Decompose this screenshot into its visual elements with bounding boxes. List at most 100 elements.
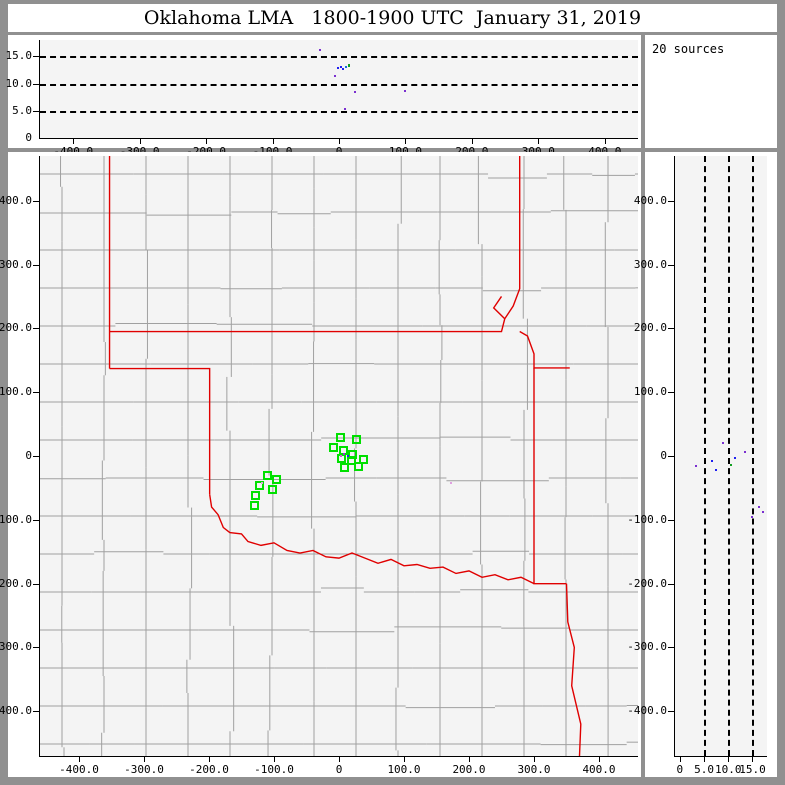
- map-source-marker: [340, 463, 350, 472]
- y-tick-label: -100.0: [627, 512, 667, 526]
- x-tick-mark: [679, 757, 681, 762]
- altitude-vs-east-west-panel[interactable]: 05.010.015.0-400.0-300.0-200.0-100.00100…: [6, 35, 641, 158]
- x-tick-mark: [339, 757, 340, 762]
- map-source-marker: [354, 461, 363, 471]
- x-tick-label: 0: [335, 763, 343, 776]
- x-tick-mark: [599, 757, 600, 762]
- map-source-marker: [272, 474, 282, 484]
- x-tick-mark: [405, 139, 407, 144]
- x-tick-mark: [471, 139, 473, 144]
- data-point: [750, 516, 753, 518]
- y-tick-label: 0: [25, 131, 32, 144]
- gridline-vertical: [752, 156, 755, 756]
- data-point: [694, 464, 697, 467]
- y-tick-mark: [33, 647, 40, 649]
- y-tick-mark: [33, 392, 40, 394]
- page-title: Oklahoma LMA 1800-1900 UTC January 31, 2…: [143, 7, 642, 29]
- map-source-marker: [263, 471, 272, 481]
- y-tick-mark: [668, 200, 675, 202]
- x-tick-mark: [604, 139, 606, 144]
- x-tick-label: 400.0: [582, 763, 616, 776]
- map-source-marker: [329, 443, 339, 453]
- y-tick-mark: [33, 456, 40, 457]
- data-point: [342, 67, 345, 70]
- y-tick-label: 10.0: [5, 76, 33, 90]
- y-tick-mark: [668, 264, 675, 266]
- data-point: [721, 442, 724, 444]
- gridline-vertical: [704, 156, 707, 756]
- map-source-marker: [359, 454, 369, 464]
- x-tick-label: 0: [676, 763, 684, 776]
- y-tick-label: 300.0: [633, 257, 667, 271]
- x-tick-label: -200.0: [189, 763, 229, 776]
- y-tick-mark: [33, 110, 40, 112]
- y-tick-mark: [33, 519, 40, 521]
- y-tick-mark: [33, 56, 40, 58]
- data-point: [743, 450, 746, 453]
- x-tick-mark: [469, 757, 470, 762]
- x-axis-line: [39, 756, 638, 757]
- y-tick-label: -200.0: [0, 576, 32, 590]
- y-tick-mark: [668, 328, 675, 330]
- data-point: [348, 64, 351, 66]
- x-tick-label: 0: [304, 145, 374, 158]
- plan-view-map-plot-area[interactable]: [40, 156, 638, 756]
- x-tick-mark: [534, 757, 535, 762]
- map-source-marker: [335, 433, 345, 442]
- map-source-marker: [346, 456, 356, 465]
- y-tick-mark: [668, 456, 675, 457]
- plan-view-map-panel[interactable]: -400.0 -300.0 -200.0 -100.0 0 100.0 200.0 300.0…: [0, 152, 641, 777]
- data-point: [757, 505, 760, 508]
- map-source-marker: [267, 484, 277, 494]
- data-point: [347, 65, 350, 67]
- y-tick-mark: [33, 83, 40, 85]
- data-point: [346, 455, 349, 458]
- map-source-marker: [255, 480, 265, 490]
- data-point: [342, 453, 345, 456]
- data-point: [339, 65, 342, 68]
- x-tick-mark: [538, 139, 540, 144]
- x-tick-label: -300.0: [124, 763, 164, 776]
- y-tick-label: 300.0: [0, 257, 32, 271]
- data-point: [449, 481, 452, 484]
- y-tick-label: -300.0: [627, 640, 667, 654]
- y-tick-label: -300.0: [0, 640, 32, 654]
- y-tick-label: 200.0: [633, 321, 667, 335]
- x-tick-mark: [704, 757, 706, 762]
- x-tick-label: 300.0: [517, 763, 551, 776]
- altitude-vs-north-south-panel[interactable]: -400.0 -300.0 -200.0 -100.0 0 100.0 200.0 300.0…: [627, 152, 777, 777]
- data-point: [345, 66, 347, 69]
- y-tick-mark: [668, 711, 675, 713]
- y-tick-label: 0: [660, 449, 667, 462]
- data-point: [333, 74, 336, 77]
- data-point: [710, 459, 713, 462]
- x-tick-mark: [274, 757, 275, 762]
- gridline-horizontal: [40, 56, 638, 59]
- county-lines: [40, 156, 638, 756]
- y-tick-mark: [33, 583, 40, 585]
- x-tick-label: -100.0: [254, 763, 294, 776]
- x-tick-mark: [144, 757, 145, 762]
- x-tick-mark: [79, 757, 80, 762]
- y-tick-mark: [668, 519, 675, 521]
- x-tick-mark: [139, 139, 141, 144]
- state-borders: [108, 156, 582, 756]
- y-tick-mark: [668, 392, 675, 394]
- data-point: [714, 468, 717, 471]
- y-tick-label: 200.0: [0, 321, 32, 335]
- x-tick-mark: [404, 757, 405, 762]
- y-tick-mark: [668, 647, 675, 649]
- y-tick-label: 0: [25, 449, 32, 462]
- x-axis-line: [674, 756, 767, 757]
- map-geography: [40, 156, 638, 756]
- altitude-vs-north-south-plot-area[interactable]: [675, 156, 767, 756]
- y-tick-mark: [33, 711, 40, 713]
- map-source-marker: [251, 491, 261, 501]
- y-tick-label: 400.0: [0, 193, 32, 207]
- gridline-horizontal: [40, 110, 638, 113]
- altitude-vs-east-west-plot-area[interactable]: [40, 40, 638, 138]
- data-point: [403, 89, 406, 92]
- source-count-panel: 20 sources: [645, 35, 777, 148]
- x-tick-mark: [206, 139, 208, 144]
